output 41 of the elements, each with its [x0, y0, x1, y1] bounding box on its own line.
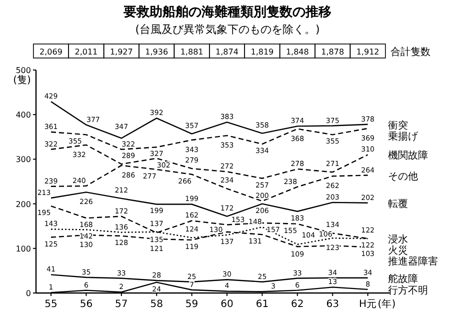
text: 1,878 [321, 48, 344, 56]
text: 合計隻数 [390, 46, 430, 58]
text: 2,011 [74, 48, 98, 56]
x-tick-label: 55 [44, 299, 58, 310]
x-tick-label: 59 [185, 299, 198, 310]
y-tick-label: 500 [16, 66, 31, 75]
y-axis-title: (隻) [13, 74, 31, 86]
text: その他 [388, 170, 418, 182]
chart-title: 要救助船舶の海難種類別隻数の推移 [122, 4, 332, 20]
y-tick-label: 400 [16, 110, 31, 120]
text: 2,069 [40, 48, 62, 56]
text: 転覆 [388, 198, 408, 210]
y-tick-label: 200 [16, 200, 31, 209]
text: 乗揚げ [388, 130, 419, 142]
x-tick-label: 62 [291, 299, 304, 310]
text: 1,848 [286, 48, 309, 56]
x-axis-title: (年) [378, 298, 396, 310]
x-tick-label: 56 [80, 299, 93, 310]
x-tick-label: 60 [220, 299, 234, 310]
x-tick-label: 61 [256, 299, 269, 310]
text: 1,881 [180, 48, 204, 56]
text: 1,874 [216, 48, 238, 56]
text: 1,936 [145, 48, 168, 56]
x-tick-label: 58 [150, 299, 163, 310]
text: 1,912 [356, 48, 380, 56]
chart-subtitle: (台風及び異常気象下のものを除く。) [135, 23, 320, 36]
x-tick-label: 57 [115, 299, 128, 310]
text: 機関故障 [388, 150, 428, 162]
text: 火災 [388, 244, 408, 257]
y-tick-label: 0 [26, 289, 31, 298]
x-tick-label: H元 [359, 299, 377, 310]
text: 1,819 [250, 48, 274, 56]
text: 1,927 [110, 48, 133, 56]
text: 舵故障 [388, 272, 418, 285]
text: 行方不明 [388, 284, 428, 296]
text: 推進器障害 [388, 256, 438, 268]
y-tick-label: 300 [16, 155, 31, 164]
y-tick-label: 100 [16, 244, 31, 254]
x-tick-label: 63 [326, 299, 339, 310]
text: 衝突 [388, 119, 408, 132]
text: 浸水 [388, 234, 408, 246]
